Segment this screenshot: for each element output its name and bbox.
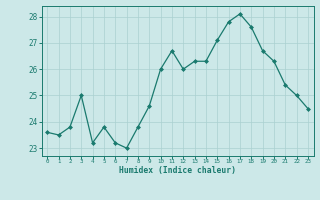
X-axis label: Humidex (Indice chaleur): Humidex (Indice chaleur) [119,166,236,175]
